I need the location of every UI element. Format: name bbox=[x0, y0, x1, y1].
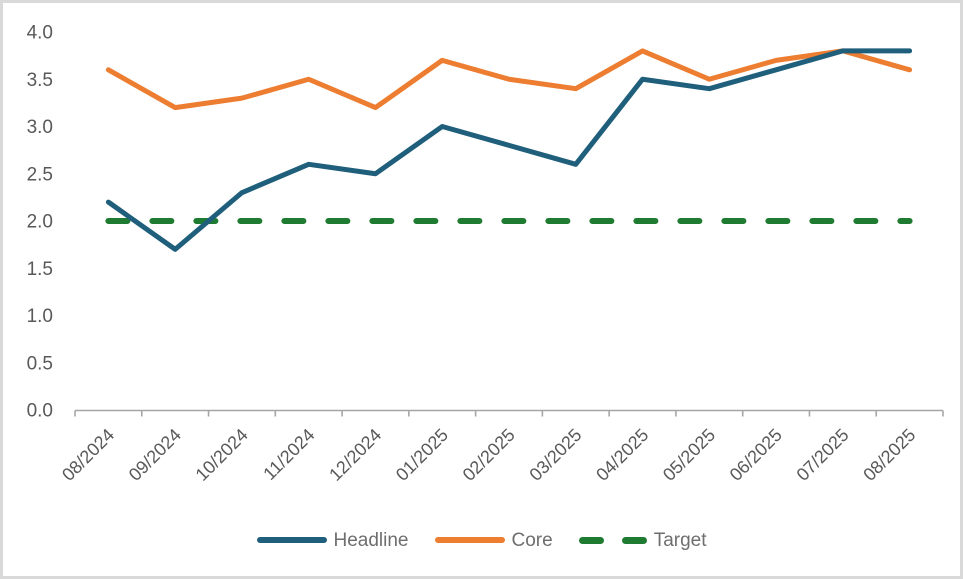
y-tick-label: 0.0 bbox=[27, 401, 53, 422]
x-tick-label: 04/2025 bbox=[592, 425, 652, 485]
y-tick-label: 2.0 bbox=[27, 212, 53, 233]
x-tick-label: 10/2024 bbox=[192, 425, 252, 485]
legend-item-target: Target bbox=[578, 529, 707, 551]
y-tick-label: 3.5 bbox=[27, 70, 53, 91]
y-tick-label: 1.5 bbox=[27, 259, 53, 280]
legend-label-headline: Headline bbox=[333, 529, 409, 551]
core-line-swatch-icon bbox=[434, 537, 505, 543]
line-chart-svg: 0.0 0.5 1.0 1.5 2.0 2.5 3.0 3.5 4.0 08/2024 09/202… bbox=[27, 23, 944, 485]
legend: Headline Core Target bbox=[3, 523, 960, 557]
y-tick-label: 4.0 bbox=[27, 23, 53, 44]
y-tick-label: 1.0 bbox=[27, 306, 53, 327]
y-axis-tick-labels: 0.0 0.5 1.0 1.5 2.0 2.5 3.0 3.5 4.0 bbox=[27, 23, 53, 422]
headline-line-swatch-icon bbox=[256, 537, 327, 543]
series-line-core bbox=[105, 48, 913, 111]
legend-item-core: Core bbox=[434, 529, 553, 551]
target-dash-segment-icon bbox=[621, 536, 647, 544]
legend-label-target: Target bbox=[653, 529, 707, 551]
y-tick-label: 3.0 bbox=[27, 117, 53, 138]
legend-label-core: Core bbox=[511, 529, 553, 551]
x-tick-label: 08/2024 bbox=[58, 425, 118, 485]
legend-item-headline: Headline bbox=[256, 529, 409, 551]
x-tick-label: 02/2025 bbox=[459, 425, 519, 485]
x-axis bbox=[74, 409, 944, 417]
x-tick-label: 01/2025 bbox=[392, 425, 452, 485]
x-tick-label: 07/2025 bbox=[793, 425, 853, 485]
x-axis-tick-labels: 08/2024 09/2024 10/2024 11/2024 12/2024 01/20… bbox=[58, 425, 919, 485]
target-dash-segment-icon bbox=[578, 536, 604, 544]
x-tick-label: 03/2025 bbox=[525, 425, 585, 485]
series-line-headline bbox=[105, 48, 913, 252]
x-tick-label: 08/2025 bbox=[859, 425, 919, 485]
x-tick-label: 09/2024 bbox=[125, 425, 185, 485]
y-tick-label: 0.5 bbox=[27, 353, 53, 374]
x-tick-label: 12/2024 bbox=[325, 425, 385, 485]
target-dashed-swatch-icon bbox=[578, 536, 647, 544]
x-tick-label: 05/2025 bbox=[659, 425, 719, 485]
y-tick-label: 2.5 bbox=[27, 164, 53, 185]
x-tick-label: 06/2025 bbox=[726, 425, 786, 485]
x-tick-label: 11/2024 bbox=[259, 425, 318, 484]
